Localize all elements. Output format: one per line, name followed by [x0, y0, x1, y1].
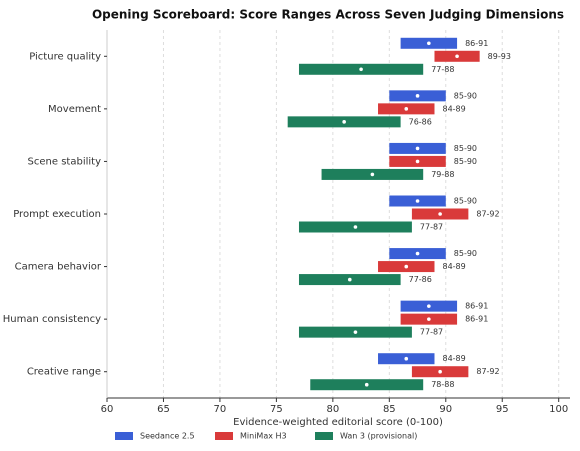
- value-label: 78-88: [431, 380, 454, 389]
- value-label: 79-88: [431, 170, 454, 179]
- midpoint-dot: [404, 107, 409, 111]
- y-tick-label: Movement: [48, 104, 101, 115]
- value-label: 87-92: [476, 210, 499, 219]
- x-tick-label: 75: [270, 404, 283, 415]
- legend-swatch: [315, 432, 333, 440]
- value-label: 84-89: [442, 354, 465, 363]
- x-tick-label: 80: [326, 404, 339, 415]
- value-label: 77-86: [409, 275, 432, 284]
- y-tick-label: Picture quality: [29, 51, 101, 62]
- midpoint-dot: [427, 317, 431, 321]
- legend-swatch: [115, 432, 133, 440]
- y-tick-label: Prompt execution: [13, 209, 101, 220]
- x-tick-label: 60: [101, 404, 114, 415]
- midpoint-dot: [364, 382, 369, 387]
- legend-label: MiniMax H3: [240, 432, 287, 441]
- midpoint-dot: [415, 146, 420, 151]
- value-label: 85-90: [454, 197, 477, 206]
- midpoint-dot: [438, 212, 442, 216]
- y-tick-label: Human consistency: [3, 314, 101, 325]
- x-tick-label: 90: [439, 404, 452, 415]
- x-axis-label: Evidence-weighted editorial score (0-100…: [233, 417, 443, 428]
- midpoint-dot: [427, 41, 431, 46]
- midpoint-dot: [353, 330, 358, 334]
- value-label: 77-87: [420, 223, 443, 232]
- legend-label: Wan 3 (provisional): [340, 432, 417, 441]
- y-tick-label: Camera behavior: [15, 262, 102, 273]
- value-label: 89-93: [488, 52, 511, 61]
- y-tick-label: Scene stability: [28, 156, 102, 167]
- value-label: 84-89: [442, 104, 465, 113]
- value-label: 85-90: [454, 144, 477, 153]
- value-label: 85-90: [454, 249, 477, 258]
- x-tick-label: 100: [549, 404, 568, 415]
- value-label: 86-91: [465, 302, 488, 311]
- midpoint-dot: [455, 54, 459, 59]
- y-tick-label: Creative range: [27, 367, 101, 378]
- midpoint-dot: [415, 94, 420, 98]
- legend-label: Seedance 2.5: [140, 432, 195, 441]
- midpoint-dot: [415, 159, 420, 164]
- value-label: 76-86: [409, 117, 432, 126]
- midpoint-dot: [370, 172, 375, 177]
- midpoint-dot: [359, 67, 363, 72]
- value-label: 86-91: [465, 39, 488, 48]
- midpoint-dot: [353, 225, 358, 229]
- value-label: 85-90: [454, 157, 477, 166]
- value-label: 85-90: [454, 91, 477, 100]
- midpoint-dot: [427, 304, 431, 308]
- midpoint-dot: [347, 277, 352, 282]
- value-label: 86-91: [465, 315, 488, 324]
- value-label: 77-87: [420, 328, 443, 337]
- value-label: 87-92: [476, 367, 499, 376]
- x-tick-label: 70: [214, 404, 227, 415]
- midpoint-dot: [415, 199, 420, 203]
- chart-title: Opening Scoreboard: Score Ranges Across …: [92, 8, 564, 22]
- x-tick-label: 65: [157, 404, 170, 415]
- midpoint-dot: [415, 251, 420, 256]
- midpoint-dot: [342, 120, 346, 124]
- midpoint-dot: [404, 356, 409, 361]
- x-tick-label: 95: [496, 404, 509, 415]
- legend-swatch: [215, 432, 233, 440]
- midpoint-dot: [438, 369, 442, 374]
- x-tick-label: 85: [383, 404, 396, 415]
- midpoint-dot: [404, 264, 409, 269]
- value-label: 77-88: [431, 65, 454, 74]
- value-label: 84-89: [442, 262, 465, 271]
